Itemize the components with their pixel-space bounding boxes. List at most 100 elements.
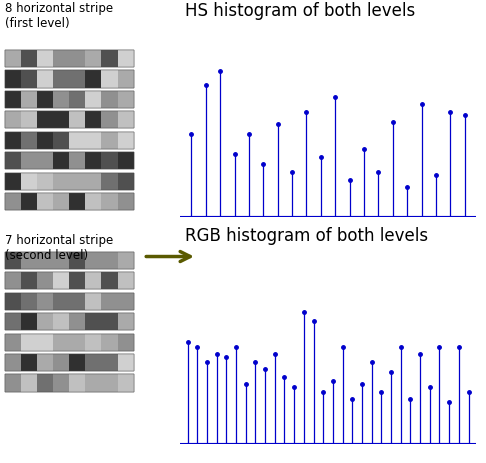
Bar bbox=[5, 173, 134, 190]
Bar bbox=[86, 71, 102, 88]
Bar bbox=[86, 273, 102, 290]
Bar bbox=[21, 334, 37, 351]
Bar bbox=[118, 173, 134, 190]
Bar bbox=[118, 112, 134, 129]
Bar bbox=[69, 293, 86, 310]
Text: RGB histogram of both levels: RGB histogram of both levels bbox=[185, 227, 428, 245]
Bar bbox=[53, 375, 69, 392]
Bar bbox=[5, 313, 134, 331]
Bar bbox=[102, 132, 118, 150]
Bar bbox=[37, 112, 53, 129]
Bar bbox=[5, 334, 134, 351]
Bar bbox=[5, 194, 134, 211]
Bar bbox=[5, 354, 134, 371]
Bar bbox=[53, 334, 69, 351]
Bar bbox=[37, 375, 53, 392]
Bar bbox=[5, 51, 134, 68]
Bar bbox=[102, 273, 118, 290]
Bar bbox=[86, 51, 102, 68]
Bar bbox=[53, 71, 69, 88]
Bar bbox=[5, 173, 134, 190]
Bar bbox=[5, 313, 134, 331]
Bar bbox=[53, 92, 69, 109]
Bar bbox=[5, 51, 134, 68]
Bar bbox=[69, 173, 86, 190]
Bar bbox=[5, 252, 21, 269]
Bar bbox=[118, 51, 134, 68]
Bar bbox=[5, 112, 21, 129]
Bar bbox=[5, 153, 21, 170]
Bar bbox=[37, 334, 53, 351]
Bar bbox=[5, 173, 21, 190]
Bar bbox=[5, 92, 134, 109]
Bar bbox=[86, 313, 102, 331]
Bar bbox=[86, 132, 102, 150]
Bar bbox=[5, 375, 21, 392]
Bar bbox=[5, 194, 134, 211]
Bar bbox=[21, 112, 37, 129]
Bar bbox=[37, 173, 53, 190]
Bar bbox=[37, 313, 53, 331]
Bar bbox=[53, 252, 69, 269]
Bar bbox=[5, 132, 21, 150]
Bar bbox=[5, 334, 134, 351]
Bar bbox=[102, 92, 118, 109]
Bar bbox=[69, 132, 86, 150]
Bar bbox=[5, 51, 21, 68]
Bar bbox=[5, 71, 134, 88]
Bar bbox=[37, 273, 53, 290]
Bar bbox=[5, 153, 134, 170]
Bar bbox=[102, 354, 118, 371]
Bar bbox=[118, 375, 134, 392]
Bar bbox=[102, 252, 118, 269]
Bar bbox=[86, 112, 102, 129]
Bar bbox=[102, 112, 118, 129]
Bar bbox=[69, 112, 86, 129]
Bar bbox=[37, 252, 53, 269]
Bar bbox=[5, 252, 134, 269]
Bar bbox=[21, 194, 37, 211]
Bar bbox=[5, 92, 134, 109]
Bar bbox=[102, 194, 118, 211]
Bar bbox=[53, 194, 69, 211]
Bar bbox=[21, 92, 37, 109]
Bar bbox=[69, 153, 86, 170]
Bar bbox=[21, 173, 37, 190]
Bar bbox=[102, 51, 118, 68]
Bar bbox=[86, 153, 102, 170]
Bar bbox=[5, 293, 134, 310]
Bar bbox=[37, 293, 53, 310]
Bar bbox=[102, 334, 118, 351]
Bar bbox=[21, 153, 37, 170]
Bar bbox=[21, 132, 37, 150]
Bar bbox=[118, 71, 134, 88]
Bar bbox=[86, 375, 102, 392]
Bar bbox=[5, 354, 134, 371]
Bar bbox=[86, 354, 102, 371]
Bar bbox=[69, 375, 86, 392]
Text: 8 horizontal stripe
(first level): 8 horizontal stripe (first level) bbox=[5, 2, 113, 30]
Bar bbox=[53, 293, 69, 310]
Bar bbox=[5, 71, 21, 88]
Bar bbox=[5, 112, 134, 129]
Bar bbox=[37, 71, 53, 88]
Bar bbox=[69, 92, 86, 109]
Bar bbox=[86, 334, 102, 351]
Bar bbox=[5, 273, 21, 290]
Bar bbox=[118, 354, 134, 371]
Bar bbox=[21, 313, 37, 331]
Bar bbox=[118, 132, 134, 150]
Bar bbox=[21, 273, 37, 290]
Bar bbox=[69, 51, 86, 68]
Bar bbox=[5, 71, 134, 88]
Bar bbox=[118, 92, 134, 109]
Bar bbox=[37, 194, 53, 211]
Bar bbox=[118, 273, 134, 290]
Bar bbox=[37, 92, 53, 109]
Bar bbox=[69, 273, 86, 290]
Bar bbox=[37, 153, 53, 170]
Bar bbox=[5, 132, 134, 150]
Bar bbox=[118, 334, 134, 351]
Bar bbox=[69, 334, 86, 351]
Bar bbox=[21, 293, 37, 310]
